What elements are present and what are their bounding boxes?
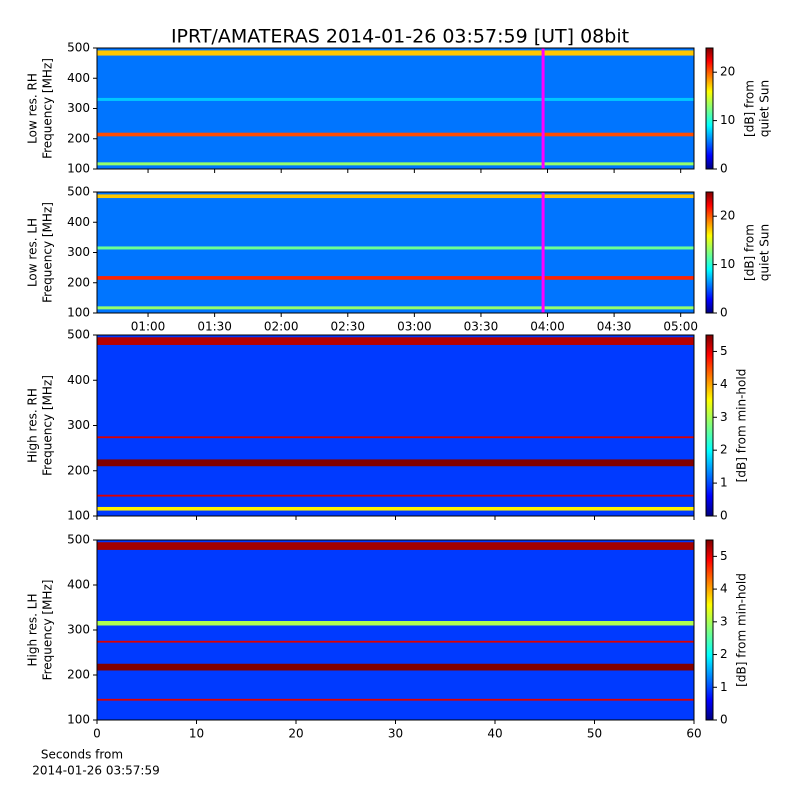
- heatmap-band: [97, 640, 694, 643]
- x-tick-label: 10: [189, 727, 204, 741]
- x-tick-label: 60: [686, 727, 701, 741]
- heatmap-band: [97, 436, 694, 439]
- colorbar-tick-label: 10: [720, 257, 735, 271]
- colorbar: [705, 334, 714, 517]
- colorbar-tick-label: 0: [720, 713, 728, 727]
- heatmap-background: [97, 192, 694, 313]
- colorbar-tick-label: 1: [720, 476, 728, 490]
- colorbar-tick-label: 20: [720, 209, 735, 223]
- y-tick-label: 300: [67, 418, 90, 432]
- y-tick-label: 100: [67, 713, 90, 727]
- colorbar-tick-label: 5: [720, 549, 728, 563]
- heatmap-band: [97, 306, 694, 310]
- x-tick-label: 03:30: [464, 320, 499, 334]
- colorbar-tick-label: 0: [720, 509, 728, 523]
- y-axis-label: High res. LH: [26, 593, 40, 666]
- x-tick-label: 04:00: [530, 320, 565, 334]
- colorbar-tick-label: 1: [720, 680, 728, 694]
- x-tick-label: 40: [487, 727, 502, 741]
- y-tick-label: 300: [67, 101, 90, 115]
- x-tick-label: 20: [288, 727, 303, 741]
- heatmap-band: [97, 162, 694, 166]
- colorbar-label: [dB] from min-hold: [735, 573, 749, 687]
- y-tick-label: 400: [67, 215, 90, 229]
- colorbar-label: quiet Sun: [758, 80, 772, 137]
- heatmap-background: [97, 540, 694, 720]
- y-tick-label: 500: [67, 533, 90, 547]
- y-axis-label: Frequency [MHz]: [41, 580, 55, 681]
- colorbar-label: [dB] from: [743, 224, 757, 281]
- y-axis-label: Low res. LH: [26, 218, 40, 287]
- colorbar-label: [dB] from: [743, 80, 757, 137]
- x-tick-label: 02:30: [330, 320, 365, 334]
- y-tick-label: 200: [67, 275, 90, 289]
- y-tick-label: 500: [67, 328, 90, 342]
- heatmap-band: [97, 459, 694, 467]
- y-tick-label: 500: [67, 185, 90, 199]
- colorbar: [705, 47, 714, 170]
- heatmap-band: [97, 542, 694, 550]
- y-axis-label: Low res. RH: [26, 73, 40, 144]
- colorbar-tick-label: 0: [720, 306, 728, 320]
- colorbar-tick-label: 10: [720, 113, 735, 127]
- y-tick-label: 300: [67, 245, 90, 259]
- x-axis-label: Seconds from: [41, 748, 123, 762]
- colorbar: [705, 539, 714, 721]
- x-tick-label: 30: [388, 727, 403, 741]
- heatmap-band: [97, 621, 694, 626]
- colorbar-tick-label: 3: [720, 614, 728, 628]
- y-tick-label: 400: [67, 578, 90, 592]
- heatmap-background: [97, 335, 694, 516]
- x-tick-label: 50: [587, 727, 602, 741]
- y-tick-label: 500: [67, 41, 90, 55]
- heatmap-band: [97, 698, 694, 701]
- y-axis-label: Frequency [MHz]: [41, 58, 55, 159]
- y-tick-label: 400: [67, 71, 90, 85]
- x-tick-label: 03:00: [397, 320, 432, 334]
- colorbar-label: quiet Sun: [758, 224, 772, 281]
- y-axis-label: Frequency [MHz]: [41, 202, 55, 303]
- x-axis-label: 2014-01-26 03:57:59: [32, 764, 159, 778]
- y-tick-label: 100: [67, 306, 90, 320]
- y-tick-label: 400: [67, 373, 90, 387]
- heatmap-band: [97, 337, 694, 345]
- colorbar: [705, 191, 714, 314]
- heatmap-band: [97, 276, 694, 280]
- colorbar-tick-label: 5: [720, 344, 728, 358]
- x-tick-label: 01:30: [197, 320, 232, 334]
- x-tick-label: 0: [93, 727, 101, 741]
- heatmap-band: [97, 50, 694, 56]
- heatmap-band: [97, 194, 694, 199]
- x-tick-label: 04:30: [597, 320, 632, 334]
- heatmap-band: [97, 246, 694, 250]
- y-tick-label: 300: [67, 623, 90, 637]
- y-tick-label: 200: [67, 131, 90, 145]
- x-tick-label: 01:00: [131, 320, 166, 334]
- heatmap-band: [97, 132, 694, 137]
- heatmap-background: [97, 48, 694, 169]
- x-tick-label: 02:00: [264, 320, 299, 334]
- heatmap-band: [97, 663, 694, 671]
- colorbar-tick-label: 0: [720, 162, 728, 176]
- colorbar-tick-label: 4: [720, 582, 728, 596]
- y-tick-label: 200: [67, 668, 90, 682]
- y-tick-label: 200: [67, 463, 90, 477]
- heatmap-band: [97, 97, 694, 101]
- chart-title: IPRT/AMATERAS 2014-01-26 03:57:59 [UT] 0…: [171, 26, 629, 48]
- y-axis-label: High res. RH: [26, 388, 40, 463]
- colorbar-tick-label: 4: [720, 377, 728, 391]
- colorbar-tick-label: 20: [720, 65, 735, 79]
- y-tick-label: 100: [67, 509, 90, 523]
- heatmap-band: [97, 506, 694, 511]
- y-axis-label: Frequency [MHz]: [41, 375, 55, 476]
- colorbar-tick-label: 2: [720, 443, 728, 457]
- colorbar-label: [dB] from min-hold: [735, 369, 749, 483]
- heatmap-band: [97, 494, 694, 497]
- colorbar-tick-label: 3: [720, 410, 728, 424]
- y-tick-label: 100: [67, 162, 90, 176]
- colorbar-tick-label: 2: [720, 647, 728, 661]
- x-tick-label: 05:00: [663, 320, 698, 334]
